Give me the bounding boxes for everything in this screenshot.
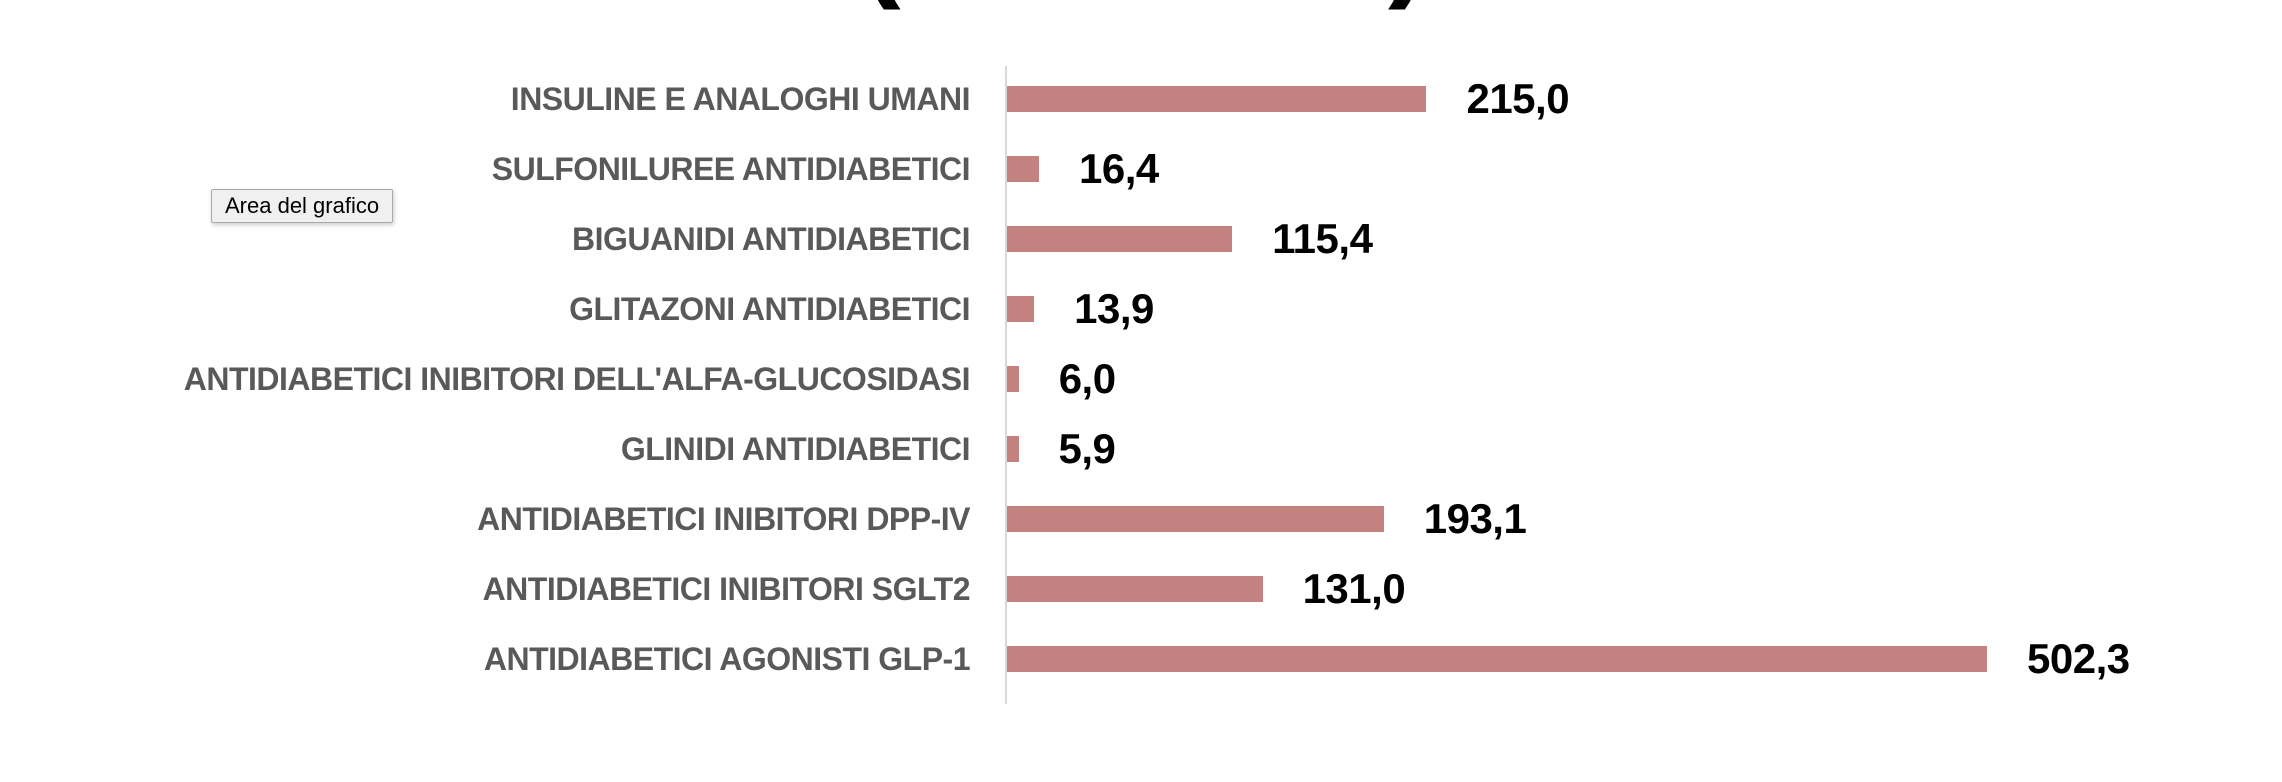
chart-row: SULFONILUREE ANTIDIABETICI 16,4 [0, 134, 2282, 204]
value-label[interactable]: 115,4 [1272, 215, 1373, 262]
bar-track: 131,0 [988, 554, 2282, 624]
chart-row: GLITAZONI ANTIDIABETICI 13,9 [0, 274, 2282, 344]
bar[interactable] [1007, 86, 1427, 112]
category-label[interactable]: ANTIDIABETICI AGONISTI GLP-1 [483, 640, 971, 677]
bar[interactable] [1007, 506, 1384, 532]
category-label[interactable]: ANTIDIABETICI INIBITORI SGLT2 [482, 570, 971, 607]
y-axis-line [1005, 66, 1007, 704]
category-label[interactable]: GLINIDI ANTIDIABETICI [620, 430, 971, 467]
clipped-title-right-paren[interactable]: ) [1388, 0, 1429, 3]
category-label[interactable]: ANTIDIABETICI INIBITORI DELL'ALFA-GLUCOS… [183, 360, 971, 397]
value-label[interactable]: 502,3 [2027, 635, 2130, 682]
chart-row: ANTIDIABETICI INIBITORI DELL'ALFA-GLUCOS… [0, 344, 2282, 414]
bar-track: 502,3 [988, 624, 2282, 694]
chart-area-tooltip: Area del grafico [211, 189, 394, 223]
value-label[interactable]: 5,9 [1058, 425, 1116, 472]
value-label[interactable]: 16,4 [1078, 145, 1159, 192]
bar-track: 115,4 [988, 204, 2282, 274]
bar[interactable] [1007, 366, 1019, 392]
chart-row: INSULINE E ANALOGHI UMANI 215,0 [0, 64, 2282, 134]
bar[interactable] [1007, 436, 1019, 462]
bar-track: 6,0 [988, 344, 2282, 414]
bar-track: 16,4 [988, 134, 2282, 204]
bar-track: 215,0 [988, 64, 2282, 134]
value-label[interactable]: 6,0 [1058, 355, 1116, 402]
chart-row: BIGUANIDI ANTIDIABETICI 115,4 [0, 204, 2282, 274]
bar[interactable] [1007, 646, 1987, 672]
value-label[interactable]: 131,0 [1302, 565, 1406, 612]
category-label[interactable]: INSULINE E ANALOGHI UMANI [510, 80, 971, 117]
category-label[interactable]: SULFONILUREE ANTIDIABETICI [491, 150, 971, 187]
plot-area[interactable]: INSULINE E ANALOGHI UMANI 215,0 SULFONILUR… [0, 64, 2282, 704]
bar-rows: INSULINE E ANALOGHI UMANI 215,0 SULFONILUR… [0, 64, 2282, 694]
chart-row: ANTIDIABETICI INIBITORI DPP-IV 193,1 [0, 484, 2282, 554]
chart-row: ANTIDIABETICI INIBITORI SGLT2 131,0 [0, 554, 2282, 624]
clipped-title-left-paren[interactable]: ( [860, 0, 901, 3]
bar-track: 193,1 [988, 484, 2282, 554]
chart-row: ANTIDIABETICI AGONISTI GLP-1 502,3 [0, 624, 2282, 694]
value-label[interactable]: 13,9 [1074, 285, 1154, 332]
value-label[interactable]: 193,1 [1423, 495, 1527, 542]
bar[interactable] [1007, 156, 1039, 182]
chart-row: GLINIDI ANTIDIABETICI 5,9 [0, 414, 2282, 484]
category-label[interactable]: ANTIDIABETICI INIBITORI DPP-IV [477, 500, 970, 537]
category-label[interactable]: GLITAZONI ANTIDIABETICI [569, 290, 970, 327]
value-label[interactable]: 215,0 [1466, 75, 1570, 122]
bar-track: 5,9 [988, 414, 2282, 484]
bar[interactable] [1007, 226, 1233, 252]
bar-track: 13,9 [988, 274, 2282, 344]
bar[interactable] [1007, 296, 1035, 322]
bar[interactable] [1007, 576, 1263, 602]
category-label[interactable]: BIGUANIDI ANTIDIABETICI [572, 220, 970, 257]
